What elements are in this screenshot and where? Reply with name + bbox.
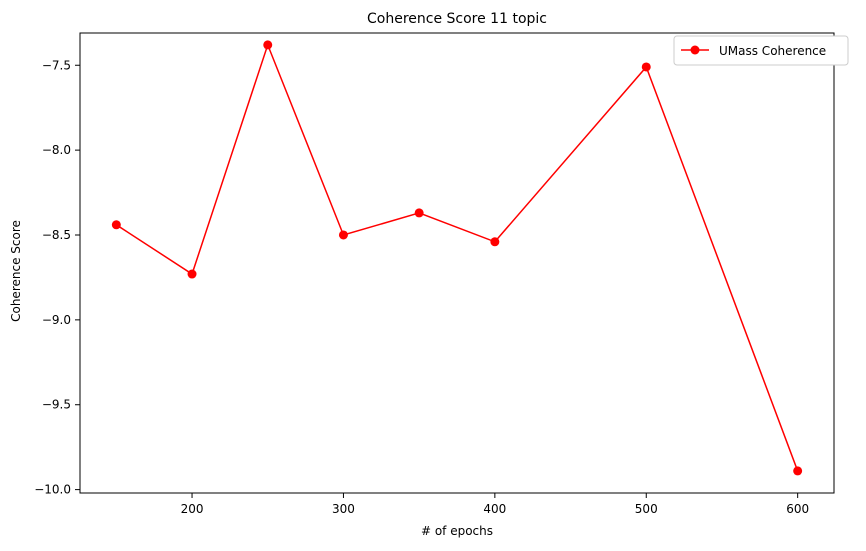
data-point <box>187 269 197 279</box>
series-layer <box>111 40 803 476</box>
legend-marker <box>690 45 700 55</box>
y-tick-label: −8.0 <box>42 143 71 157</box>
series-line <box>115 42 799 472</box>
axes <box>79 32 835 494</box>
data-point <box>641 62 651 72</box>
y-tick-label: −9.5 <box>42 398 71 412</box>
x-tick-label: 300 <box>332 502 355 516</box>
x-tick-label: 600 <box>786 502 809 516</box>
data-point <box>263 40 273 50</box>
x-axis-label: # of epochs <box>421 524 493 538</box>
y-tick-label: −7.5 <box>42 58 71 72</box>
y-tick-label: −8.5 <box>42 228 71 242</box>
y-tick-label: −10.0 <box>34 483 71 497</box>
data-point <box>338 230 348 240</box>
tick-marks: 200 300 400 500 600 −7.5 −8.0 −8.5 −9.0 −9.5 −10.0 <box>34 58 809 516</box>
data-point <box>793 466 803 476</box>
data-point <box>111 220 121 230</box>
data-point <box>414 208 424 218</box>
legend-box <box>673 35 849 66</box>
y-axis-label: Coherence Score <box>9 220 23 322</box>
chart-title: Coherence Score 11 topic <box>367 11 547 27</box>
x-tick-label: 500 <box>635 502 658 516</box>
x-tick-label: 200 <box>181 502 204 516</box>
legend: UMass Coherence <box>673 35 849 66</box>
legend-label: UMass Coherence <box>719 44 826 58</box>
plot-frame <box>79 32 835 494</box>
x-tick-label: 400 <box>483 502 506 516</box>
data-point <box>490 237 500 247</box>
y-tick-label: −9.0 <box>42 313 71 327</box>
